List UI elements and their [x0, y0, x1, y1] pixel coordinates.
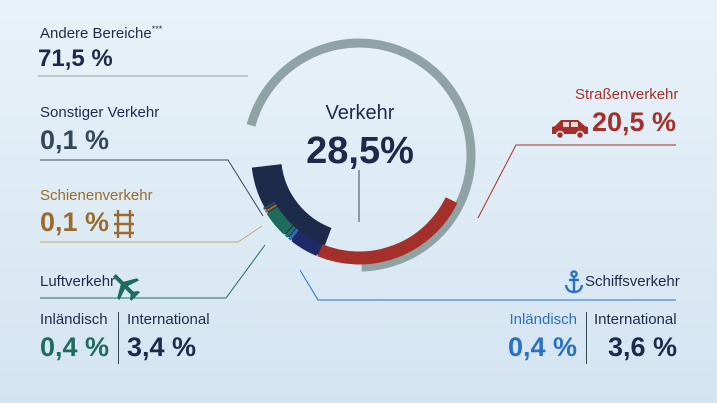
label-andere: Andere Bereiche***: [40, 24, 162, 42]
label-schiff: Schiffsverkehr: [585, 273, 680, 290]
ring-segment-andere-bereiche: [246, 38, 476, 272]
ring-segment-schiffsverkehr-inlaendisch: [288, 228, 299, 241]
car-icon: [552, 120, 588, 140]
luft-int-label: International: [127, 311, 210, 328]
value-schiene: 0,1 %: [40, 207, 110, 237]
luft-divider: [118, 312, 119, 364]
ring-segment-verkehr: [251, 163, 332, 257]
label-andere-sup: ***: [151, 24, 163, 34]
ring-segment-sonstiger-verkehr: [263, 201, 276, 210]
leader-schiene: [40, 225, 263, 243]
ring-segment-schienenverkehr: [264, 204, 278, 213]
rail-track-icon: [114, 210, 134, 238]
luft-inland-label: Inländisch: [40, 311, 108, 328]
label-strasse: Straßenverkehr: [575, 86, 679, 103]
ring-segment-luftverkehr-inlaendisch: [284, 225, 296, 238]
luft-int-value: 3,4 %: [127, 332, 197, 362]
label-schiene: Schienenverkehr: [40, 187, 153, 204]
leader-luft: [40, 244, 266, 299]
value-strasse: 20,5 %: [592, 107, 677, 137]
leader-strasse: [477, 144, 676, 219]
airplane-icon: [112, 273, 140, 301]
luft-inland-value: 0,4 %: [40, 332, 110, 362]
label-luft: Luftverkehr: [40, 273, 116, 290]
label-sonstig: Sonstiger Verkehr: [40, 104, 160, 121]
schiff-divider: [586, 312, 587, 364]
leader-sonstig: [40, 159, 264, 217]
center-value: 28,5%: [306, 130, 414, 172]
leader-schiff: [299, 269, 676, 301]
label-andere-name: Andere Bereiche: [40, 25, 152, 42]
ring-segment-schiffsverkehr-international: [291, 230, 322, 256]
anchor-icon: [564, 270, 584, 294]
schiff-inland-label: Inländisch: [509, 311, 577, 328]
schiff-int-label: International: [594, 311, 677, 328]
ring-segment-strassenverkehr: [317, 197, 458, 265]
center-title: Verkehr: [325, 102, 395, 124]
value-andere: 71,5 %: [38, 45, 113, 72]
value-sonstig: 0,1 %: [40, 125, 110, 155]
schiff-inland-value: 0,4 %: [507, 332, 577, 362]
schiff-int-value: 3,6 %: [608, 332, 678, 362]
ring-segment-luftverkehr-international: [266, 206, 294, 235]
